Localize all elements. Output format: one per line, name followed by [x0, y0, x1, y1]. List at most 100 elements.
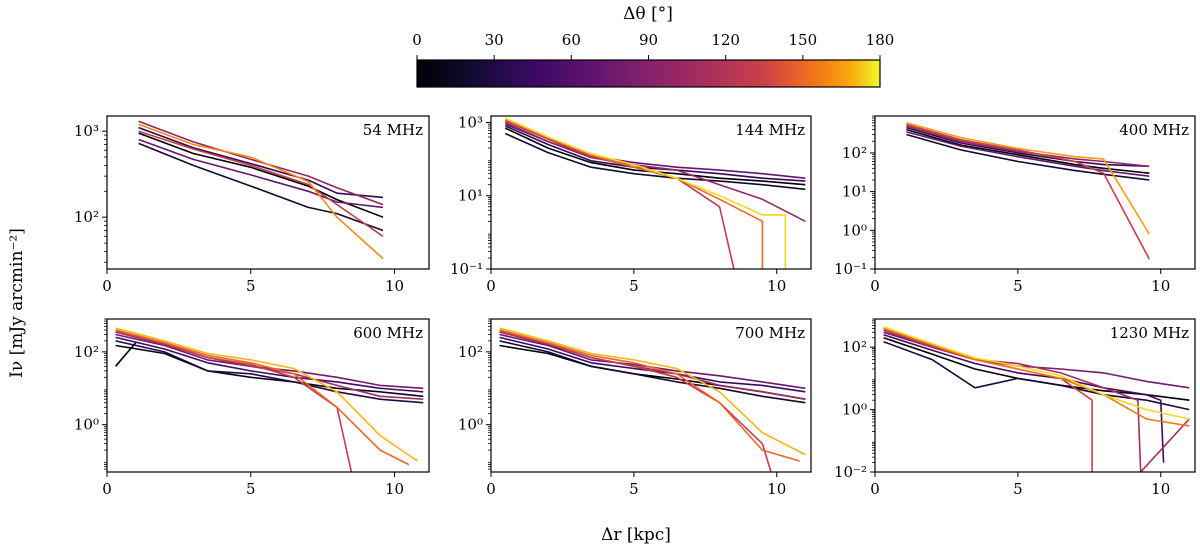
y-tick-label: 10⁰: [74, 416, 99, 434]
series-line: [499, 330, 772, 472]
colorbar-tick-label: 0: [412, 31, 422, 49]
y-tick-label: 10²: [458, 343, 483, 361]
axes-frame: [874, 115, 1196, 270]
x-tick-label: 10: [767, 277, 786, 295]
x-tick-label: 10: [1151, 277, 1170, 295]
axes-frame: [490, 115, 812, 270]
series-line: [504, 125, 806, 182]
chart-panel: 0 5 10 10⁰ 10² 700 MHz: [458, 318, 812, 498]
series-line: [906, 122, 1150, 235]
colorbar-tick-label: 120: [711, 31, 740, 49]
series-line: [138, 138, 384, 209]
series-group: [883, 326, 1190, 472]
series-line: [883, 340, 1190, 411]
x-tick-label: 5: [1013, 277, 1023, 295]
y-tick-label: 10¹: [458, 187, 483, 205]
y-tick-label: 10⁰: [842, 401, 867, 419]
series-line: [138, 132, 384, 218]
series-line: [499, 327, 806, 456]
x-tick-label: 0: [102, 480, 112, 498]
colorbar-tick-label: 180: [866, 31, 895, 49]
series-line: [504, 121, 806, 223]
axes-frame: [874, 318, 1196, 473]
y-tick-label: 10³: [458, 113, 483, 131]
series-line: [504, 118, 764, 269]
series-group: [906, 122, 1151, 260]
x-tick-label: 10: [385, 277, 404, 295]
x-tick-label: 0: [486, 480, 496, 498]
series-line: [138, 120, 384, 206]
x-tick-label: 10: [1151, 480, 1170, 498]
panels: 0 5 10 10² 10³ 54 MHz 0 5 10 10⁻¹ 10¹ 10³ 144 MHz 0 5 1…: [74, 113, 1196, 498]
series-line: [883, 329, 1190, 472]
colorbar: Δθ [°] 0 30 60 90 120 150 180: [412, 4, 894, 88]
series-line: [906, 123, 1151, 260]
series-line: [115, 327, 418, 462]
series-line: [504, 117, 787, 269]
y-tick-label: 10⁰: [458, 416, 483, 434]
colorbar-gradient: [416, 59, 881, 88]
y-tick-label: 10²: [74, 343, 99, 361]
x-tick-label: 5: [1013, 480, 1023, 498]
series-group: [114, 327, 424, 472]
series-line: [906, 133, 1150, 181]
series-line: [906, 128, 1150, 174]
panel-title: 1230 MHz: [1110, 324, 1189, 342]
colorbar-tick-label: 30: [485, 31, 504, 49]
series-line: [883, 328, 1093, 472]
series-line: [883, 327, 1190, 427]
series-line: [114, 342, 137, 367]
panel-title: 400 MHz: [1119, 121, 1189, 139]
axes-frame: [106, 115, 430, 270]
colorbar-ticks: 0 30 60 90 120 150 180: [412, 31, 894, 60]
series-line: [115, 329, 410, 466]
series-line: [499, 340, 806, 404]
series-line: [138, 130, 384, 237]
series-group: [504, 117, 806, 269]
chart-panel: 0 5 10 10² 10³ 54 MHz: [74, 115, 430, 295]
axes-frame: [106, 318, 430, 473]
series-line: [138, 126, 384, 199]
y-tick-label: 10⁰: [842, 221, 867, 239]
series-group: [138, 120, 384, 260]
x-tick-label: 5: [246, 480, 256, 498]
y-tick-label: 10¹: [842, 183, 867, 201]
y-axis-label: Iν [mJy arcmin⁻²]: [7, 228, 27, 378]
chart-panel: 0 5 10 10⁻² 10⁰ 10² 1230 MHz: [834, 318, 1196, 498]
series-line: [115, 336, 424, 393]
colorbar-tick-label: 90: [639, 31, 658, 49]
colorbar-tick-label: 60: [562, 31, 581, 49]
x-tick-label: 0: [486, 277, 496, 295]
series-line: [883, 334, 1165, 463]
y-tick-label: 10³: [74, 122, 99, 140]
y-tick-label: 10²: [842, 338, 867, 356]
series-group: [499, 327, 806, 472]
x-tick-label: 5: [629, 480, 639, 498]
series-line: [504, 132, 806, 191]
x-tick-label: 0: [102, 277, 112, 295]
series-line: [115, 344, 424, 398]
series-line: [115, 340, 424, 404]
axes-frame: [490, 318, 812, 473]
x-tick-label: 10: [385, 480, 404, 498]
panel-title: 54 MHz: [363, 121, 423, 139]
series-line: [883, 326, 1190, 420]
panel-title: 700 MHz: [735, 324, 805, 342]
x-tick-label: 5: [246, 277, 256, 295]
x-tick-label: 0: [870, 480, 880, 498]
y-tick-label: 10²: [842, 144, 867, 162]
series-line: [138, 142, 384, 232]
chart-panel: 0 5 10 10⁰ 10² 600 MHz: [74, 318, 430, 498]
panel-title: 144 MHz: [735, 121, 805, 139]
y-tick-label: 10⁻¹: [450, 260, 483, 278]
colorbar-tick-label: 150: [789, 31, 818, 49]
chart-panel: 0 5 10 10⁻¹ 10⁰ 10¹ 10² 400 MHz: [834, 115, 1196, 295]
panel-title: 600 MHz: [353, 324, 423, 342]
x-axis-label: Δr [kpc]: [601, 525, 671, 545]
x-tick-label: 5: [629, 277, 639, 295]
series-line: [138, 123, 384, 260]
y-tick-label: 10⁻¹: [834, 260, 867, 278]
series-line: [504, 120, 735, 269]
y-tick-label: 10⁻²: [834, 463, 867, 481]
